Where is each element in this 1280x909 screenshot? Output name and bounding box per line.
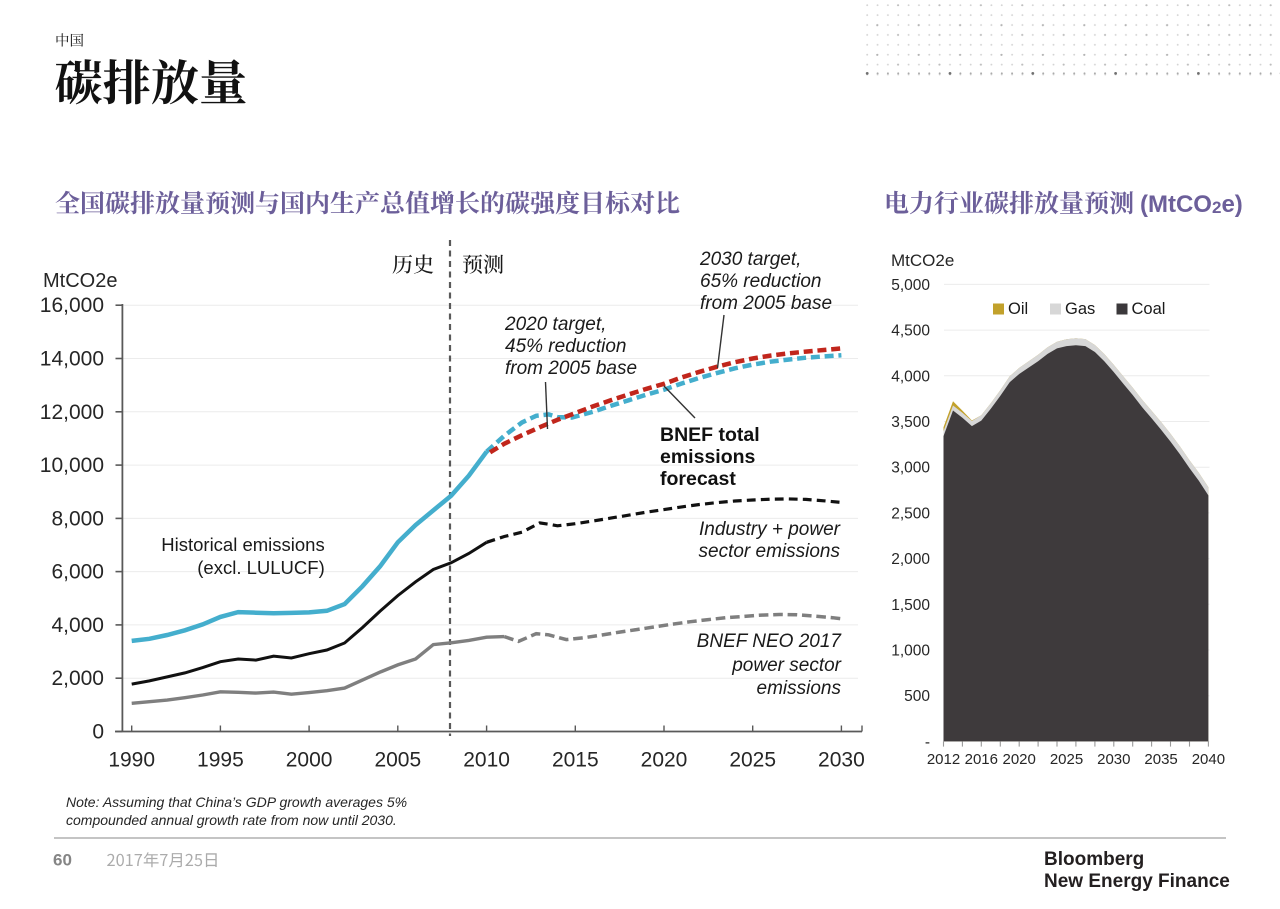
- svg-text:4,000: 4,000: [51, 614, 104, 637]
- svg-text:2,500: 2,500: [891, 505, 930, 522]
- svg-text:compounded annual growth rate: compounded annual growth rate from now u…: [66, 812, 397, 828]
- svg-text:2,000: 2,000: [51, 667, 104, 690]
- svg-text:4,500: 4,500: [891, 323, 930, 340]
- svg-text:3,500: 3,500: [891, 414, 930, 431]
- svg-text:2030: 2030: [818, 749, 865, 772]
- svg-text:3,000: 3,000: [891, 460, 930, 477]
- svg-text:Oil: Oil: [1008, 300, 1028, 318]
- svg-text:(excl. LULUCF): (excl. LULUCF): [197, 557, 324, 578]
- svg-text:from 2005 base: from 2005 base: [700, 293, 832, 314]
- svg-text:2005: 2005: [374, 749, 421, 772]
- svg-text:2030: 2030: [1097, 751, 1130, 768]
- svg-text:2016: 2016: [965, 751, 998, 768]
- svg-text:500: 500: [904, 688, 930, 705]
- svg-text:BNEF total: BNEF total: [660, 424, 760, 446]
- svg-text:2020: 2020: [641, 749, 688, 772]
- svg-text:2012: 2012: [927, 751, 960, 768]
- svg-text:10,000: 10,000: [40, 454, 104, 477]
- svg-text:45% reduction: 45% reduction: [505, 336, 626, 357]
- svg-text:from 2005 base: from 2005 base: [505, 358, 637, 379]
- svg-text:4,000: 4,000: [891, 368, 930, 385]
- svg-text:12,000: 12,000: [40, 401, 104, 424]
- svg-text:2,000: 2,000: [891, 551, 930, 568]
- svg-text:2025: 2025: [729, 749, 776, 772]
- svg-text:Historical emissions: Historical emissions: [161, 534, 324, 555]
- svg-text:2025: 2025: [1050, 751, 1083, 768]
- svg-text:2015: 2015: [552, 749, 599, 772]
- svg-text:2020: 2020: [1003, 751, 1036, 768]
- svg-text:0: 0: [92, 721, 104, 744]
- svg-text:Coal: Coal: [1132, 300, 1166, 318]
- svg-text:2010: 2010: [463, 749, 510, 772]
- svg-text:1,500: 1,500: [891, 597, 930, 614]
- svg-text:power sector: power sector: [731, 655, 841, 676]
- svg-text:1,000: 1,000: [891, 643, 930, 660]
- svg-text:2000: 2000: [286, 749, 333, 772]
- svg-text:Industry + power: Industry + power: [699, 519, 841, 540]
- svg-text:1995: 1995: [197, 749, 244, 772]
- svg-text:MtCO2e: MtCO2e: [891, 251, 954, 270]
- svg-text:2020 target,: 2020 target,: [504, 314, 606, 335]
- svg-text:6,000: 6,000: [51, 561, 104, 584]
- svg-text:Bloomberg: Bloomberg: [1044, 849, 1144, 870]
- svg-text:14,000: 14,000: [40, 348, 104, 371]
- svg-text:65% reduction: 65% reduction: [700, 271, 821, 292]
- svg-text:MtCO2e: MtCO2e: [43, 270, 117, 292]
- svg-text:Gas: Gas: [1065, 300, 1095, 318]
- svg-text:(MtCO2e): (MtCO2e): [1140, 191, 1243, 218]
- svg-text:16,000: 16,000: [40, 294, 104, 317]
- svg-text:5,000: 5,000: [891, 277, 930, 294]
- svg-text:2040: 2040: [1192, 751, 1225, 768]
- svg-text:-: -: [925, 734, 930, 751]
- svg-text:8,000: 8,000: [51, 507, 104, 530]
- svg-text:forecast: forecast: [660, 468, 736, 490]
- svg-text:BNEF NEO 2017: BNEF NEO 2017: [697, 631, 843, 652]
- svg-text:sector emissions: sector emissions: [699, 541, 841, 562]
- svg-text:60: 60: [53, 851, 72, 870]
- svg-text:2030 target,: 2030 target,: [699, 249, 801, 270]
- svg-text:emissions: emissions: [757, 678, 842, 699]
- svg-text:2035: 2035: [1144, 751, 1177, 768]
- svg-text:emissions: emissions: [660, 446, 756, 468]
- svg-text:Note: Assuming that China’s GD: Note: Assuming that China’s GDP growth a…: [66, 794, 407, 810]
- svg-text:New Energy Finance: New Energy Finance: [1044, 871, 1230, 892]
- svg-text:1990: 1990: [108, 749, 155, 772]
